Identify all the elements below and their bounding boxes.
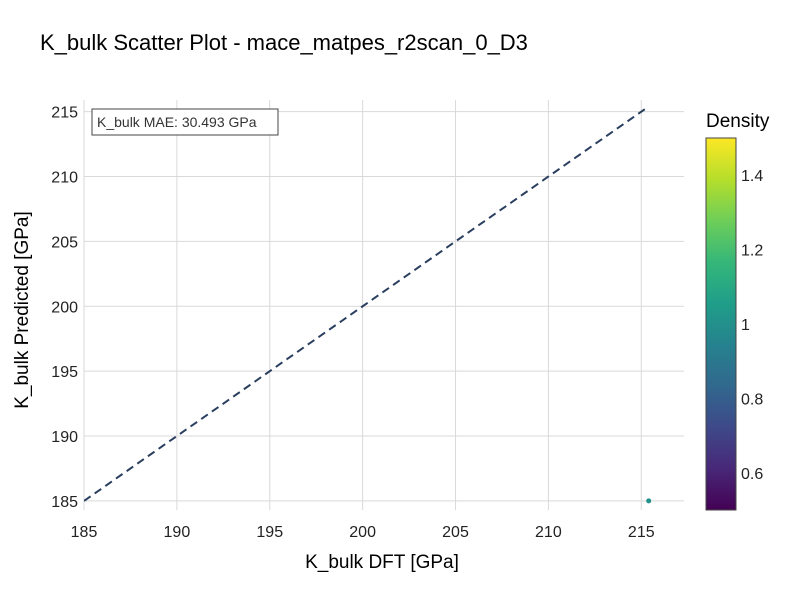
reference-line [84, 105, 650, 502]
colorbar-tick-label: 1.2 [741, 243, 763, 260]
data-point [646, 498, 652, 504]
y-tick-label: 215 [51, 105, 78, 122]
y-tick-labels: 185 190 195 200 205 210 215 [51, 105, 78, 511]
x-tick-label: 195 [256, 524, 283, 541]
mae-annotation: K_bulk MAE: 30.493 GPa [91, 108, 279, 136]
colorbar: Density 0.6 0.8 1 1.2 1.4 [705, 111, 770, 511]
colorbar-tick-label: 1.4 [741, 168, 763, 185]
y-tick-label: 185 [51, 494, 78, 511]
x-tick-label: 205 [442, 524, 469, 541]
y-tick-label: 210 [51, 170, 78, 187]
y-tick-label: 195 [51, 364, 78, 381]
y-tick-label: 205 [51, 234, 78, 251]
data-points [646, 498, 652, 504]
y-tick-label: 200 [51, 299, 78, 316]
x-tick-labels: 185 190 195 200 205 210 215 [71, 524, 655, 541]
parity-line [84, 105, 650, 502]
colorbar-ticks: 0.6 0.8 1 1.2 1.4 [741, 168, 763, 483]
x-tick-label: 185 [71, 524, 98, 541]
x-axis-label: K_bulk DFT [GPa] [305, 552, 459, 573]
mae-annotation-text: K_bulk MAE: 30.493 GPa [97, 114, 257, 130]
x-tick-label: 190 [164, 524, 191, 541]
colorbar-tick-label: 0.6 [741, 466, 763, 483]
x-tick-label: 210 [535, 524, 562, 541]
chart-title: K_bulk Scatter Plot - mace_matpes_r2scan… [40, 30, 528, 55]
colorbar-gradient [705, 137, 737, 511]
x-tick-label: 200 [349, 524, 376, 541]
colorbar-tick-label: 1 [741, 317, 750, 334]
mae-annotation-box [91, 108, 279, 136]
grid [83, 100, 684, 510]
y-axis-label: K_bulk Predicted [GPa] [12, 211, 33, 409]
colorbar-title: Density [706, 111, 770, 132]
y-tick-label: 190 [51, 429, 78, 446]
colorbar-tick-label: 0.8 [741, 391, 763, 408]
x-tick-label: 215 [628, 524, 655, 541]
